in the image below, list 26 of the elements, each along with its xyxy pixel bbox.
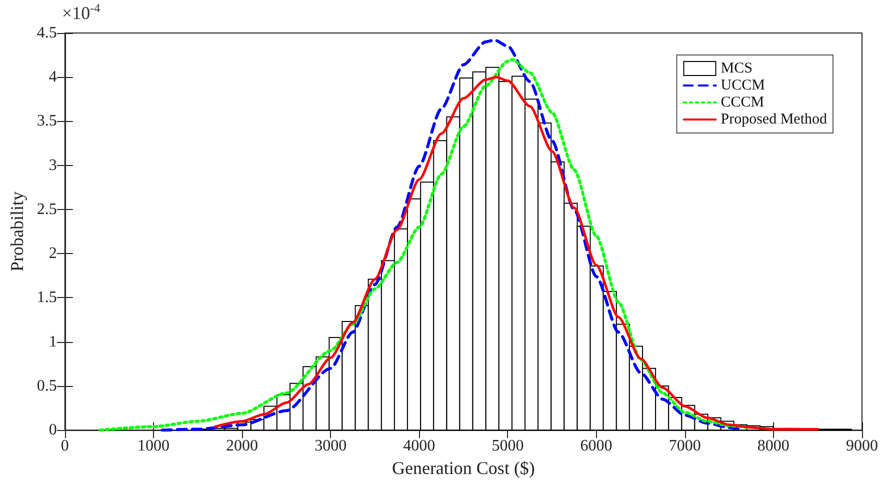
y-tick-label: 0.5 [36, 377, 57, 394]
x-tick-label: 6000 [580, 438, 612, 455]
x-tick-label: 0 [60, 438, 69, 455]
x-tick-label: 1000 [137, 438, 170, 455]
x-tick-label: 2000 [226, 438, 258, 455]
y-tick-label: 2.5 [36, 200, 57, 218]
legend-label: MCS [720, 60, 752, 76]
y-tick-label: 0 [48, 422, 57, 439]
legend-label: Proposed Method [720, 112, 828, 128]
y-axis-title: Probability [7, 192, 27, 272]
legend-label: CCCM [720, 94, 764, 110]
x-tick-label: 8000 [757, 438, 790, 455]
legend-label: UCCM [720, 78, 765, 94]
x-tick-label: 9000 [846, 438, 878, 455]
x-tick-label: 7000 [668, 438, 701, 455]
y-tick-label: 4 [48, 68, 57, 86]
x-tick-label: 4000 [403, 438, 436, 455]
x-tick-label: 5000 [492, 438, 524, 455]
x-axis-title: Generation Cost ($) [392, 458, 535, 478]
y-tick-label: 3.5 [36, 112, 57, 130]
y-tick-label: 3 [48, 156, 57, 174]
x-tick-label: 3000 [314, 438, 347, 455]
y-tick-label: 2 [48, 245, 57, 262]
y-tick-label: 4.5 [36, 24, 57, 42]
y-tick-label: 1.5 [36, 289, 57, 306]
y-tick-label: 1 [48, 333, 57, 350]
